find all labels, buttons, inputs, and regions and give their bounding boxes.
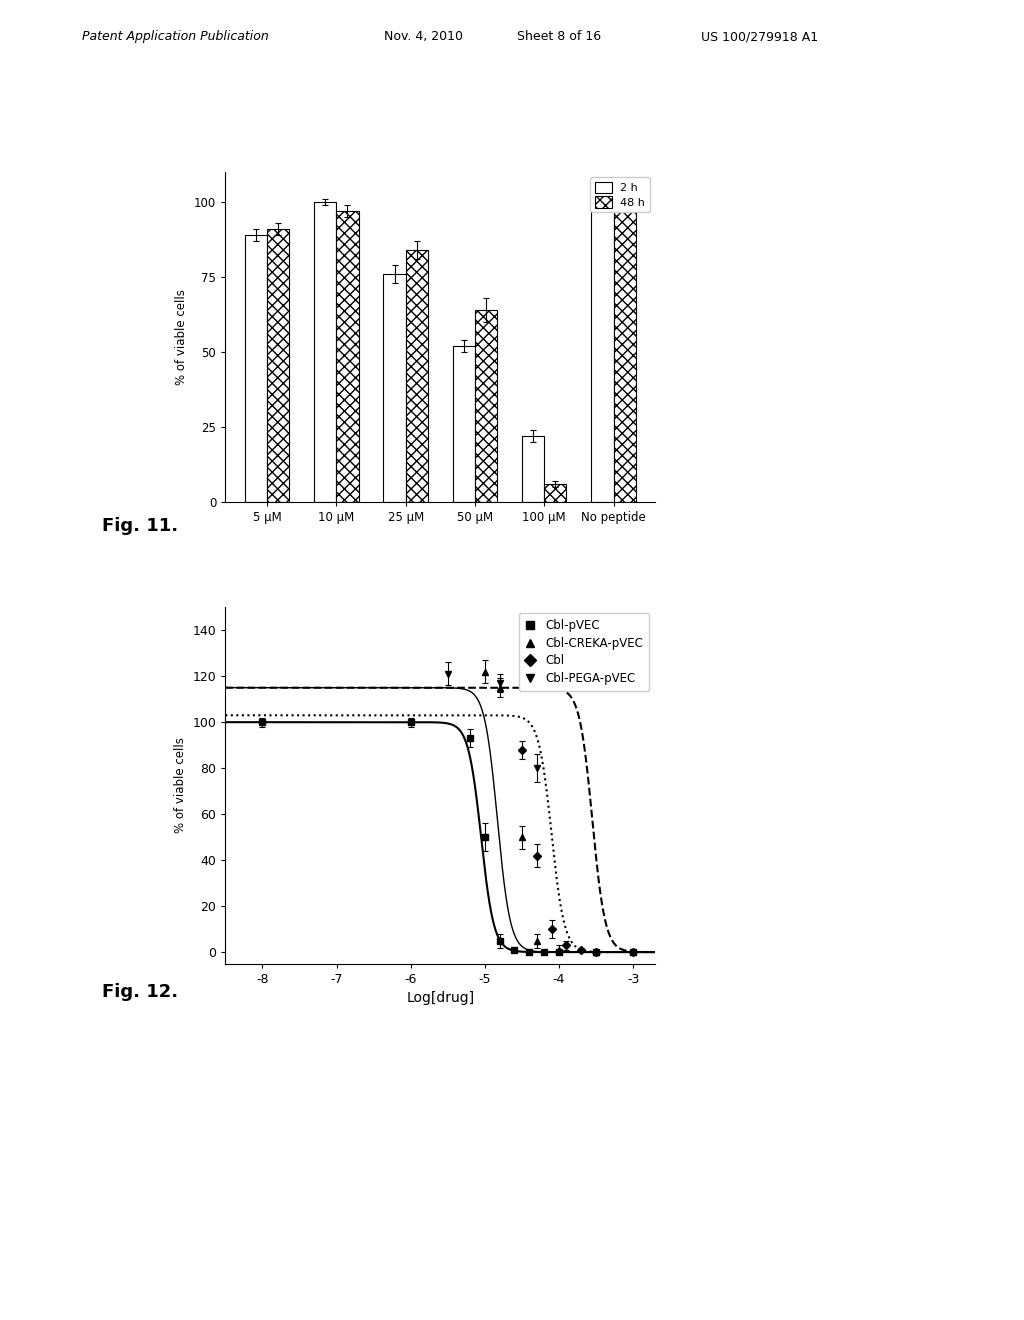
Text: Sheet 8 of 16: Sheet 8 of 16 [517, 30, 601, 44]
Text: Nov. 4, 2010: Nov. 4, 2010 [384, 30, 463, 44]
Bar [592, 193, 613, 502]
Text: Patent Application Publication: Patent Application Publication [82, 30, 268, 44]
Text: Fig. 12.: Fig. 12. [102, 983, 178, 1002]
Bar [613, 193, 636, 502]
Bar [314, 202, 336, 502]
Bar [475, 310, 498, 502]
Bar [522, 436, 545, 502]
Y-axis label: % of viable cells: % of viable cells [175, 289, 188, 384]
Legend: 2 h, 48 h: 2 h, 48 h [591, 177, 650, 213]
Bar [545, 483, 566, 502]
Text: Fig. 11.: Fig. 11. [102, 517, 178, 536]
Bar [453, 346, 475, 502]
Bar [267, 228, 289, 502]
Bar [245, 235, 267, 502]
X-axis label: Log[drug]: Log[drug] [407, 991, 474, 1006]
Bar [406, 249, 428, 502]
Bar [383, 273, 406, 502]
Text: US 100/279918 A1: US 100/279918 A1 [701, 30, 818, 44]
Legend: Cbl-pVEC, Cbl-CREKA-pVEC, Cbl, Cbl-PEGA-pVEC: Cbl-pVEC, Cbl-CREKA-pVEC, Cbl, Cbl-PEGA-… [518, 612, 649, 692]
Y-axis label: % of viable cells: % of viable cells [174, 738, 186, 833]
Bar [336, 211, 358, 502]
